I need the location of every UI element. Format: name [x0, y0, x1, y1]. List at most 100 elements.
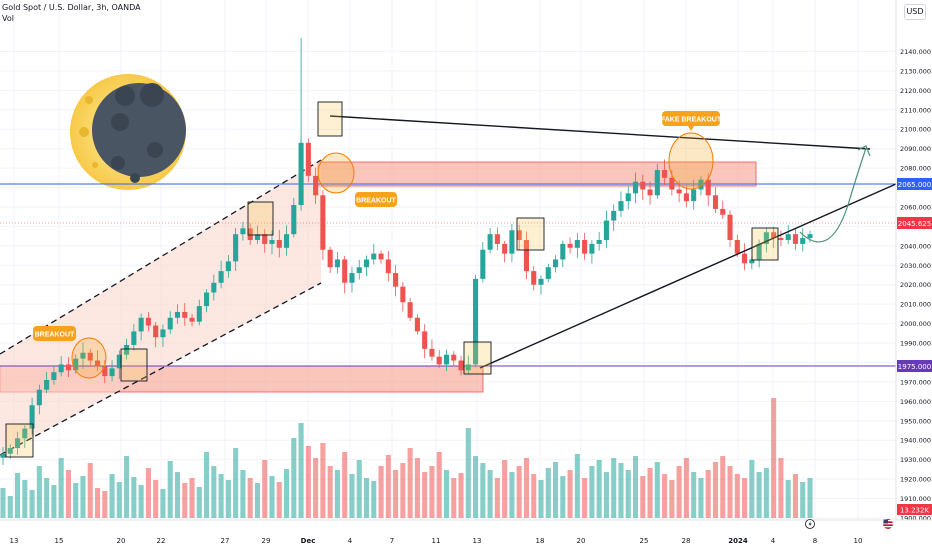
- volume-bar: [349, 474, 355, 518]
- volume-bar: [720, 456, 726, 518]
- price-tick-label: 2140.000: [900, 48, 931, 56]
- volume-bar: [124, 456, 130, 518]
- candles: [0, 37, 813, 466]
- volume-bar: [792, 474, 799, 518]
- flag-icon: [883, 519, 893, 529]
- volume-bar: [749, 460, 755, 518]
- candle-body: [116, 354, 122, 369]
- svg-text:1975.000: 1975.000: [898, 363, 931, 371]
- volume-bar: [298, 423, 304, 518]
- candle-body: [691, 189, 697, 202]
- volume-bar: [109, 474, 115, 518]
- volume-bar: [378, 466, 384, 518]
- candle-body: [160, 329, 166, 338]
- ascending-trendline: [479, 183, 897, 369]
- badge-volume: 13.232K: [897, 504, 932, 515]
- volume-bar: [269, 476, 275, 518]
- annotation-breakout-2: BREAKOUT: [355, 192, 397, 207]
- volume-bar: [473, 456, 479, 518]
- candle-body: [618, 201, 624, 211]
- volume-bar: [80, 476, 86, 518]
- svg-text:2045.625: 2045.625: [898, 220, 931, 228]
- volume-bar: [443, 470, 450, 518]
- time-axis[interactable]: [0, 520, 932, 550]
- candle-body: [131, 331, 137, 345]
- candle-body: [174, 311, 181, 318]
- candle-body: [371, 253, 377, 260]
- time-tick-label: 11: [432, 537, 441, 545]
- volume-bar: [676, 466, 682, 518]
- volume-bar: [87, 463, 93, 518]
- volume-bar: [102, 491, 108, 518]
- candle-body: [625, 193, 631, 202]
- volume-bar: [145, 468, 151, 518]
- candle-body: [269, 240, 275, 244]
- channel-lower-line: [0, 282, 322, 456]
- candle-body: [94, 360, 101, 367]
- volume-bar: [167, 461, 173, 518]
- volume-bar: [363, 478, 370, 518]
- candle-body: [225, 261, 231, 272]
- volume-bar: [771, 398, 777, 518]
- candle-body: [443, 354, 450, 365]
- candle-body: [683, 193, 689, 202]
- candle-body: [342, 259, 348, 283]
- candle-body: [80, 352, 86, 359]
- candle-body: [560, 243, 566, 260]
- resistance-zone: [317, 161, 757, 187]
- candle-body: [480, 249, 486, 279]
- volume-bar: [516, 466, 522, 518]
- volume-bar: [65, 470, 71, 518]
- price-tick-label: 2020.000: [900, 281, 931, 289]
- volume-bar: [138, 485, 144, 518]
- candle-body: [204, 292, 210, 307]
- candle-body: [582, 240, 588, 254]
- lightning-icon[interactable]: [805, 519, 815, 529]
- candle-body: [640, 181, 646, 190]
- candle-body: [182, 311, 188, 318]
- currency-button[interactable]: USD: [904, 4, 926, 20]
- volume-bar: [385, 455, 391, 518]
- volume-bar: [618, 463, 624, 518]
- candle-body: [720, 208, 726, 215]
- candle-body: [647, 189, 653, 196]
- volume-bar: [393, 470, 399, 518]
- volume-bar: [712, 462, 719, 518]
- svg-text:FAKE BREAKOUT: FAKE BREAKOUT: [661, 117, 722, 124]
- candle-body: [756, 243, 762, 260]
- volume-bar: [451, 478, 457, 518]
- candle-body: [363, 259, 370, 268]
- volume-bar: [414, 458, 420, 518]
- time-tick-label: 18: [536, 537, 545, 545]
- time-tick-label: 20: [577, 537, 586, 545]
- volume-bar: [342, 452, 348, 518]
- candle-body: [422, 331, 428, 349]
- volume-bar: [29, 490, 35, 518]
- candle-body: [327, 249, 333, 268]
- time-tick-label: 4: [348, 537, 353, 545]
- svg-text:2065.000: 2065.000: [898, 181, 931, 189]
- candle-body: [589, 243, 595, 254]
- volume-bar: [233, 448, 239, 518]
- time-tick-label: 8: [813, 537, 817, 545]
- candle-body: [538, 278, 544, 285]
- box-low-start: [5, 423, 34, 458]
- price-tick-label: 1940.000: [900, 437, 931, 445]
- volume-bar: [778, 458, 784, 518]
- breakout-circle-1: [71, 337, 107, 379]
- volume-bar: [545, 468, 551, 518]
- annotation-fake-breakout: FAKE BREAKOUT: [661, 111, 722, 131]
- price-tick-label: 1910.000: [900, 495, 931, 503]
- candle-body: [727, 214, 733, 241]
- candle-body: [349, 273, 355, 283]
- volume-bar: [458, 473, 464, 518]
- volume-bar: [691, 472, 697, 518]
- time-tick-label: 13: [473, 537, 482, 545]
- price-axis[interactable]: [896, 0, 932, 520]
- candle-body: [523, 240, 530, 272]
- volume-bar: [756, 472, 762, 518]
- volume-bar: [313, 458, 319, 518]
- volume-bar: [502, 460, 508, 518]
- price-tick-label: 2100.000: [900, 126, 931, 134]
